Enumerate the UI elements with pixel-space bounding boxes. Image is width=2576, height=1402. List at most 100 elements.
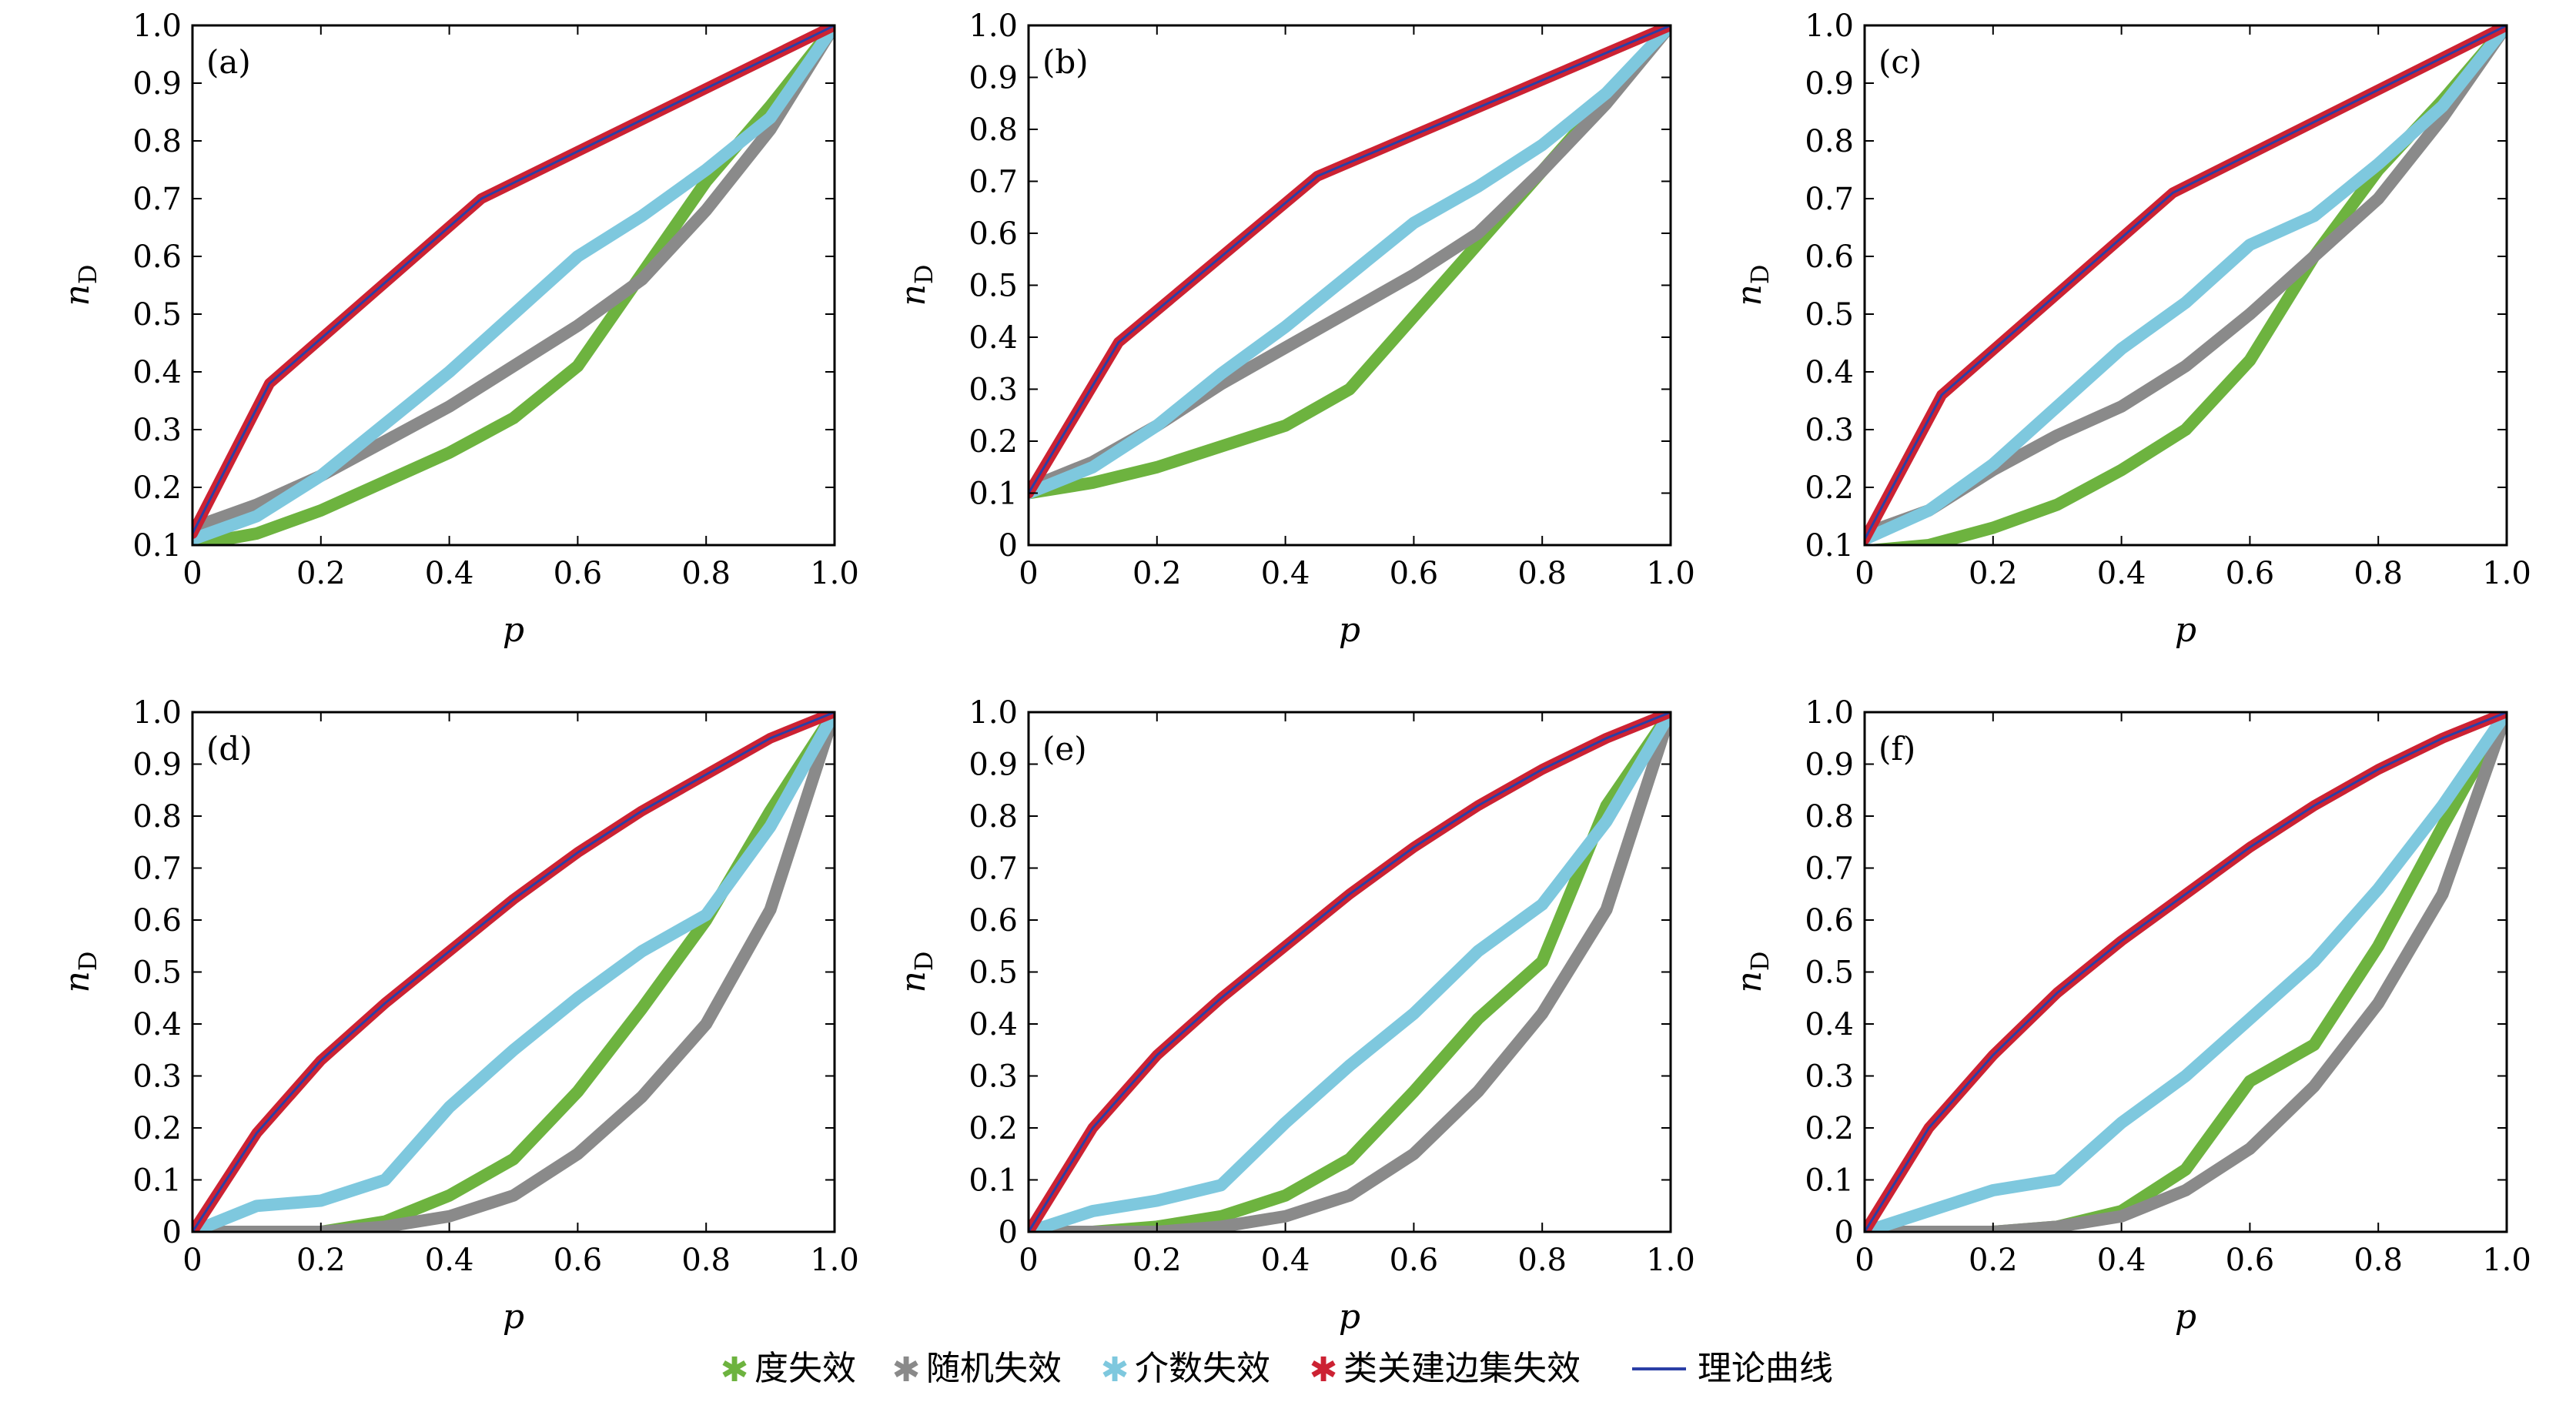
y-tick-label: 1.0	[1805, 695, 1854, 731]
legend-item-1: ✱ 随机失效	[892, 1349, 1062, 1390]
panel-label: (f)	[1878, 730, 1915, 768]
y-tick-label: 0	[162, 1215, 182, 1250]
series-line-2	[1029, 25, 1671, 500]
y-tick-label: 0.7	[1805, 182, 1854, 217]
y-tick-label: 0.1	[132, 1163, 182, 1199]
y-tick-label: 0.2	[1805, 470, 1854, 506]
y-tick-label: 0.4	[969, 320, 1018, 356]
panel-label: (b)	[1042, 43, 1089, 81]
y-tick-label: 0.5	[1805, 955, 1854, 991]
y-tick-label: 0.9	[969, 61, 1018, 96]
y-tick-label: 0.3	[969, 1059, 1018, 1095]
series-line-2	[1865, 712, 2507, 1232]
y-tick-label: 0.2	[969, 1111, 1018, 1146]
series-line-0	[1865, 25, 2507, 545]
y-axis-label: nD	[58, 952, 102, 993]
panel-label: (d)	[206, 730, 253, 768]
series-line-0	[1865, 712, 2507, 1232]
series-line-3	[192, 25, 835, 539]
y-tick-label: 0.9	[1805, 66, 1854, 102]
x-tick-label: 0.8	[681, 556, 731, 591]
y-tick-label: 0.6	[132, 903, 182, 939]
y-tick-label: 0.2	[132, 1111, 182, 1146]
y-tick-label: 0.4	[132, 1007, 182, 1042]
y-tick-label: 0	[999, 528, 1018, 564]
legend-item-0: ✱ 度失效	[721, 1349, 856, 1390]
series-line-0	[1029, 25, 1671, 500]
chart-panel-a: 0 0.2 0.4 0.6 0.8 1.0 0.1 0.2 0.3 0.4 0.5 0.6 0.7 0.8…	[58, 8, 859, 650]
legend-star-icon: ✱	[721, 1350, 749, 1390]
y-tick-label: 1.0	[1805, 8, 1854, 44]
series-line-2	[1029, 712, 1671, 1232]
legend-item-3: ✱ 类关建边集失效	[1310, 1349, 1581, 1390]
series-line-2	[192, 25, 835, 545]
series-line-1	[1029, 712, 1671, 1232]
x-tick-label: 1.0	[1646, 556, 1695, 591]
y-tick-label: 1.0	[969, 695, 1018, 731]
series-group	[1865, 712, 2507, 1232]
y-tick-label: 1.0	[132, 8, 182, 44]
series-line-3	[1865, 712, 2507, 1232]
x-tick-label: 0	[1855, 556, 1874, 591]
series-line-3	[1865, 25, 2507, 545]
x-tick-label: 1.0	[2482, 556, 2531, 591]
series-line-4	[192, 25, 835, 535]
x-tick-label: 0.8	[2354, 1243, 2403, 1278]
x-tick-label: 0.4	[2097, 1243, 2146, 1278]
legend-star-icon: ✱	[1310, 1350, 1338, 1390]
series-line-4	[1865, 25, 2507, 540]
y-tick-label: 1.0	[969, 8, 1018, 44]
panels: 0 0.2 0.4 0.6 0.8 1.0 0.1 0.2 0.3 0.4 0.5 0.6 0.7 0.8…	[58, 8, 2531, 1337]
x-tick-label: 0	[1019, 556, 1038, 591]
x-tick-label: 0.4	[1261, 1243, 1310, 1278]
series-line-4	[192, 712, 835, 1232]
y-tick-label: 0.2	[132, 470, 182, 506]
y-tick-label: 0.6	[969, 216, 1018, 252]
x-tick-label: 1.0	[810, 1243, 859, 1278]
x-tick-label: 0	[182, 1243, 202, 1278]
legend-star-icon: ✱	[892, 1350, 921, 1390]
y-tick-label: 1.0	[132, 695, 182, 731]
plot-frame	[191, 24, 836, 547]
x-tick-label: 0.8	[1517, 556, 1567, 591]
y-tick-label: 0.1	[132, 528, 182, 564]
x-tick-label: 0	[1019, 1243, 1038, 1278]
y-tick-label: 0.7	[1805, 852, 1854, 887]
x-tick-label: 0.6	[554, 1243, 603, 1278]
plot-frame	[1863, 711, 2508, 1233]
y-tick-label: 0.7	[132, 182, 182, 217]
series-line-4	[1029, 25, 1671, 494]
legend-label: 介数失效	[1135, 1349, 1270, 1388]
y-tick-label: 0.8	[132, 124, 182, 159]
y-axis-label: nD	[894, 265, 938, 306]
series-line-1	[1865, 712, 2507, 1232]
y-tick-label: 0.1	[1805, 1163, 1854, 1199]
y-tick-label: 0.7	[969, 165, 1018, 200]
y-tick-label: 0.9	[969, 748, 1018, 783]
legend-item-2: ✱ 介数失效	[1101, 1349, 1270, 1390]
x-tick-label: 0.4	[425, 556, 474, 591]
series-group	[1029, 25, 1671, 500]
plot-frame	[1863, 24, 2508, 547]
x-tick-label: 1.0	[1646, 1243, 1695, 1278]
y-tick-label: 0.3	[1805, 413, 1854, 448]
y-tick-label: 0	[1835, 1215, 1854, 1250]
x-tick-label: 0.2	[1132, 556, 1182, 591]
y-tick-label: 0.7	[969, 852, 1018, 887]
chart-panel-f: 0 0.2 0.4 0.6 0.8 1.0 0 0.1 0.2 0.3 0.4 0.5 0.6 0.7 0.…	[1730, 695, 2531, 1337]
y-tick-label: 0.5	[969, 955, 1018, 991]
x-tick-label: 0.8	[681, 1243, 731, 1278]
series-line-2	[1865, 25, 2507, 545]
panel-label: (a)	[206, 43, 251, 81]
x-tick-label: 0.8	[2354, 556, 2403, 591]
chart-panel-c: 0 0.2 0.4 0.6 0.8 1.0 0.1 0.2 0.3 0.4 0.5 0.6 0.7 0.8…	[1730, 8, 2531, 650]
chart-panel-d: 0 0.2 0.4 0.6 0.8 1.0 0 0.1 0.2 0.3 0.4 0.5 0.6 0.7 0.…	[58, 695, 859, 1337]
y-tick-label: 0.1	[1805, 528, 1854, 564]
y-tick-label: 0.6	[1805, 239, 1854, 275]
series-line-1	[192, 25, 835, 534]
series-group	[192, 25, 835, 545]
y-tick-label: 0.5	[132, 955, 182, 991]
series-line-4	[1029, 712, 1671, 1232]
x-tick-label: 1.0	[810, 556, 859, 591]
x-tick-label: 1.0	[2482, 1243, 2531, 1278]
